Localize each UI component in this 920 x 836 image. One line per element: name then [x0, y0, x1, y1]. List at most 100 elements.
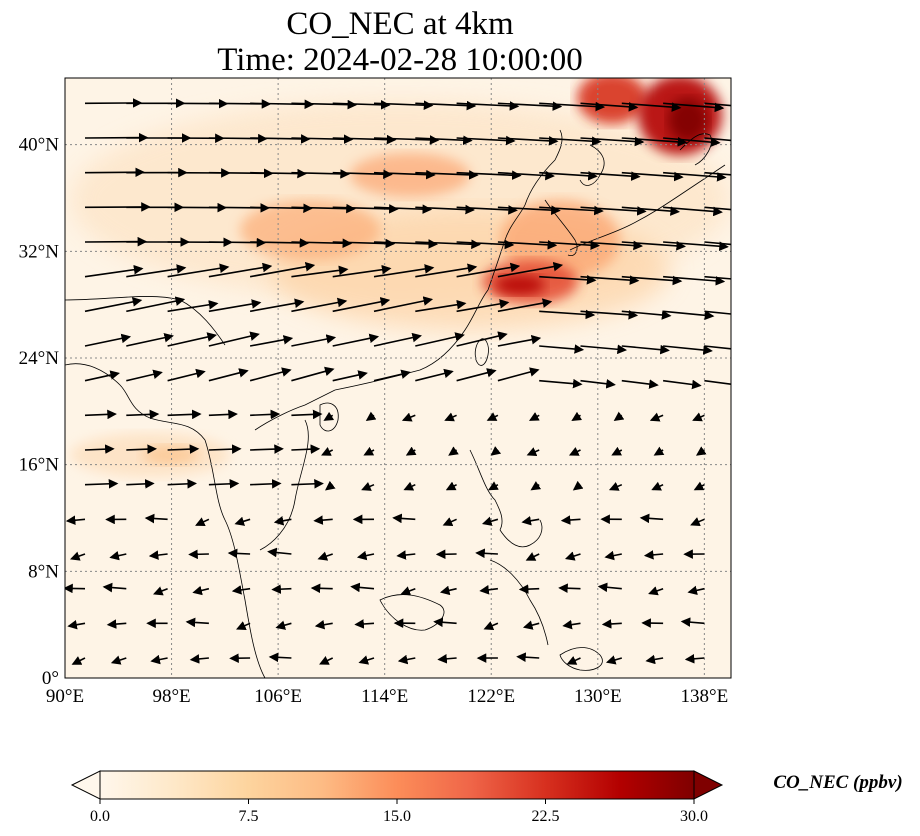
lon-tick-label: 122°E — [467, 686, 515, 707]
wind-arrow — [621, 275, 683, 286]
wind-arrow — [106, 619, 127, 629]
wind-arrow — [332, 297, 391, 313]
chart-title-line1: CO_NEC at 4km — [286, 6, 514, 42]
wind-arrow — [566, 655, 581, 665]
wind-arrow — [208, 409, 238, 420]
wind-arrow — [558, 583, 581, 594]
wind-arrow — [415, 100, 477, 111]
wind-arrow — [291, 334, 337, 347]
wind-arrow — [69, 551, 86, 561]
wind-arrow — [208, 262, 273, 278]
wind-arrow — [456, 239, 515, 250]
colorbar-tick-label: 22.5 — [532, 808, 560, 825]
wind-arrow — [448, 446, 459, 456]
lat-tick-label: 0° — [42, 668, 59, 689]
wind-arrow — [317, 551, 333, 561]
wind-arrow — [497, 334, 542, 347]
colorbar: 0.0 7.5 15.0 22.5 30.0 CO_NEC (ppbv) — [70, 770, 903, 825]
wind-arrow — [415, 299, 467, 313]
wind-arrow — [319, 656, 334, 665]
wind-arrow — [444, 412, 457, 422]
wind-arrow — [692, 412, 705, 422]
wind-arrow — [208, 444, 242, 454]
wind-arrow — [539, 378, 583, 389]
lat-tick-label: 16°N — [19, 455, 60, 476]
wind-arrow — [415, 239, 481, 250]
wind-arrow — [291, 203, 356, 214]
wind-arrow — [621, 171, 684, 182]
colorbar-tick-label: 0.0 — [90, 808, 110, 825]
wind-arrow — [231, 585, 251, 595]
wind-arrow — [167, 332, 217, 347]
wind-arrow — [332, 238, 396, 249]
wind-arrow — [475, 548, 498, 559]
wind-arrow — [663, 310, 715, 321]
wind-arrow — [323, 411, 335, 421]
wind-arrow — [680, 617, 705, 627]
wind-arrow — [403, 481, 416, 491]
lon-tick-label: 98°E — [152, 686, 190, 707]
wind-arrow — [525, 552, 540, 561]
wind-arrow — [84, 333, 132, 347]
wind-arrow — [568, 447, 581, 456]
wind-arrow — [188, 549, 209, 560]
lat-tick-labels: 0° 8°N 16°N 24°N 32°N 40°N — [19, 135, 60, 689]
wind-arrow — [126, 296, 186, 313]
colorbar-extend-max — [693, 770, 724, 800]
wind-arrow — [84, 370, 120, 382]
wind-arrow — [71, 656, 86, 665]
wind-arrow — [516, 652, 540, 662]
wind-arrow — [332, 100, 391, 110]
wind-arrow — [373, 204, 433, 214]
wind-arrow — [663, 171, 727, 182]
wind-arrow — [613, 411, 625, 422]
wind-arrow — [704, 241, 731, 246]
wind-arrow — [84, 479, 119, 489]
wind-arrow — [497, 170, 555, 181]
wind-arrow — [497, 367, 540, 382]
wind-arrow — [562, 619, 581, 630]
wind-arrow — [456, 299, 510, 313]
wind-arrow — [518, 584, 540, 594]
wind-arrow — [250, 479, 282, 489]
wind-arrow — [126, 264, 187, 278]
wind-arrow — [693, 481, 705, 491]
wind-arrow — [605, 655, 623, 665]
wind-arrow — [415, 204, 475, 215]
wind-arrow — [580, 136, 645, 147]
wind-arrow — [649, 412, 664, 422]
wind-arrow — [690, 517, 705, 527]
wind-arrow — [580, 240, 643, 251]
wind-arrow — [373, 135, 440, 145]
wind-arrow — [321, 447, 334, 456]
wind-arrow — [275, 620, 292, 630]
wind-arrow — [148, 550, 168, 560]
wind-arrow — [479, 585, 498, 595]
wind-arrow — [84, 444, 115, 454]
wind-arrow — [580, 378, 616, 389]
wind-arrow — [373, 239, 438, 249]
colorbar-tick-label: 15.0 — [383, 808, 411, 825]
wind-arrow — [250, 444, 284, 454]
wind-arrow — [539, 274, 597, 285]
colorbar-tick-label: 7.5 — [239, 808, 259, 825]
wind-arrow — [645, 654, 664, 665]
wind-arrow — [110, 655, 127, 665]
wind-arrow — [653, 446, 665, 456]
wind-arrow — [597, 582, 622, 593]
wind-arrow — [439, 585, 457, 596]
wind-arrow — [314, 619, 333, 630]
wind-arrow — [271, 584, 292, 594]
wind-arrow — [704, 379, 731, 386]
wind-arrow — [580, 102, 639, 112]
wind-arrow — [291, 444, 321, 454]
wind-arrow — [400, 586, 416, 596]
wind-arrow — [373, 264, 435, 278]
wind-arrow — [415, 170, 479, 180]
wind-arrow — [497, 136, 559, 146]
wind-arrow — [580, 275, 640, 285]
wind-arrow — [109, 550, 127, 561]
wind-arrow — [291, 265, 349, 278]
lon-tick-label: 106°E — [254, 686, 302, 707]
